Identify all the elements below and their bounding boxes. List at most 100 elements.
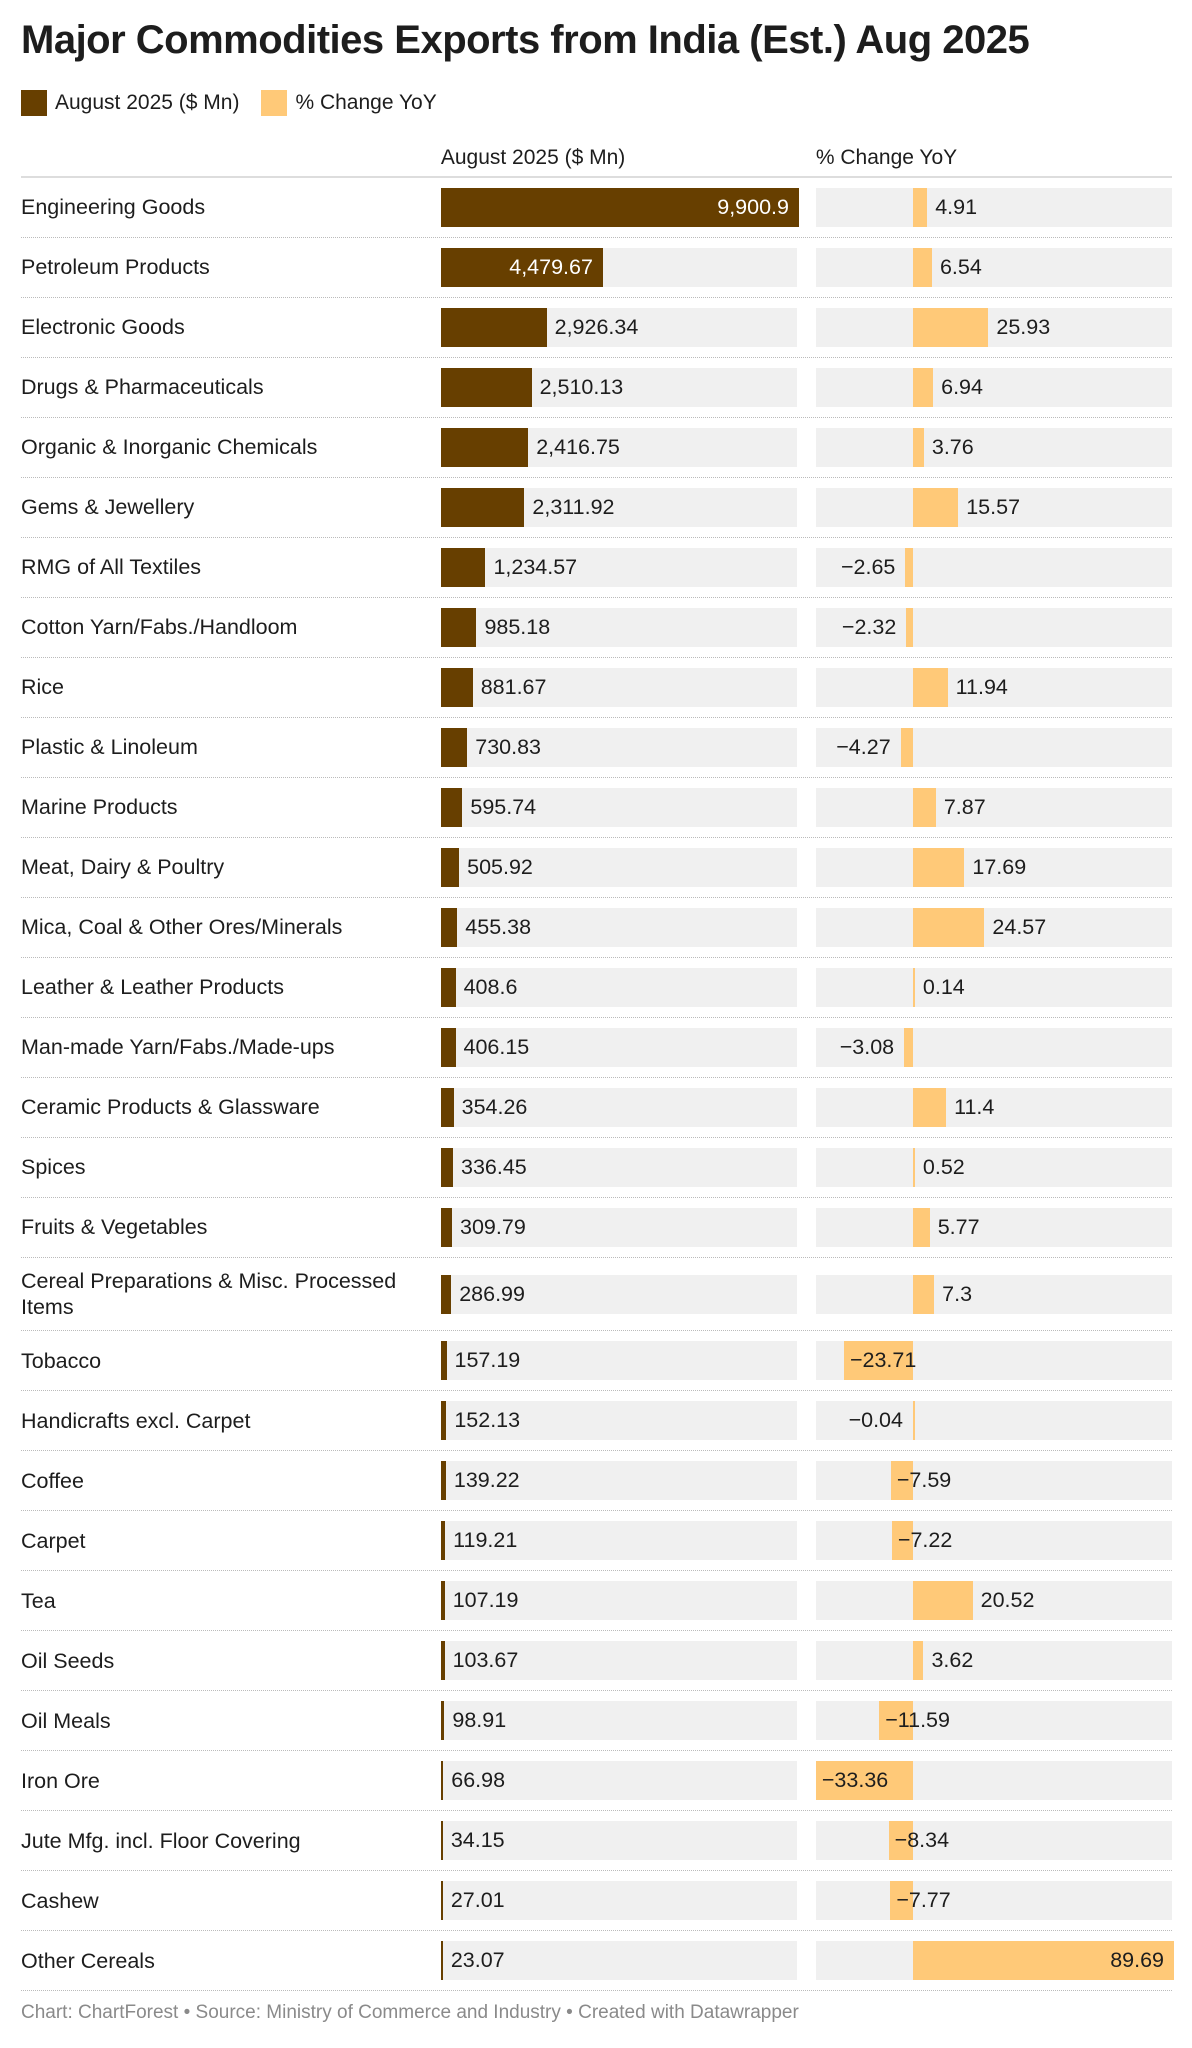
bar (440, 1941, 443, 1981)
bar (440, 728, 468, 767)
bar (440, 308, 547, 347)
value-label: 2,926.34 (554, 315, 639, 339)
bar (440, 1148, 453, 1187)
chart-title: Major Commodities Exports from India (Es… (21, 18, 1030, 62)
bar-track: −2.32 (815, 608, 1173, 647)
bar (440, 1881, 443, 1921)
bar-track: 3.62 (815, 1641, 1173, 1681)
value-label: −23.71 (849, 1348, 917, 1373)
value-label: −11.59 (885, 1708, 950, 1733)
row-label: Engineering Goods (21, 195, 206, 220)
table-row: Tobacco 157.19 −23.71 (21, 1331, 1173, 1392)
value-label: 455.38 (465, 915, 532, 939)
value-label: 157.19 (454, 1348, 521, 1373)
bar-track: 157.19 (440, 1341, 797, 1381)
value-label: 0.52 (922, 1155, 965, 1179)
bar-track: −7.59 (815, 1461, 1173, 1501)
value-label: 1,234.57 (493, 555, 578, 579)
bar (912, 668, 948, 707)
row-label: Marine Products (21, 795, 178, 820)
bar-track: 0.14 (815, 968, 1173, 1007)
bar-track: 286.99 (440, 1274, 797, 1314)
value-label: −7.59 (896, 1468, 952, 1493)
value-label: −8.34 (894, 1828, 950, 1853)
bar (906, 608, 913, 647)
value-label: 408.6 (463, 975, 518, 999)
row-label: Fruits & Vegetables (21, 1215, 208, 1240)
table-row: Iron Ore 66.98 −33.36 (21, 1751, 1173, 1812)
bar (912, 1274, 935, 1314)
table-row: Handicrafts excl. Carpet 152.13 −0.04 (21, 1391, 1173, 1452)
bar (912, 428, 924, 467)
table-row: Electronic Goods 2,926.34 25.93 (21, 298, 1173, 358)
bar (905, 548, 913, 587)
table-row: Other Cereals 23.07 89.69 (21, 1931, 1174, 1992)
bar-track: −23.71 (815, 1341, 1173, 1381)
row-label: Oil Meals (21, 1708, 111, 1733)
table-row: Plastic & Linoleum 730.83 −4.27 (21, 718, 1173, 778)
value-label: 505.92 (467, 855, 533, 879)
bar-track: 505.92 (440, 848, 797, 887)
value-label: 6.94 (941, 375, 983, 399)
value-label: −2.65 (840, 555, 896, 579)
bar-track: 152.13 (440, 1401, 797, 1441)
table-row: Fruits & Vegetables 309.79 5.77 (21, 1198, 1173, 1258)
bar-track: 17.69 (815, 848, 1173, 887)
bar-track: 107.19 (440, 1581, 797, 1621)
value-label: 2,416.75 (536, 435, 620, 459)
bar-track: 4.91 (815, 188, 1173, 227)
bar (900, 728, 913, 767)
value-label: 139.22 (453, 1468, 520, 1493)
value-label: 66.98 (451, 1768, 506, 1793)
table-row: Mica, Coal & Other Ores/Minerals 455.38 24… (21, 898, 1173, 958)
bar (440, 488, 525, 527)
bar (440, 908, 458, 947)
value-label: −7.77 (896, 1888, 951, 1913)
value-label: 336.45 (460, 1155, 527, 1179)
bar (440, 1461, 446, 1501)
value-label: 119.21 (453, 1528, 518, 1553)
bar-track: 408.6 (440, 968, 797, 1007)
table-row: Petroleum Products 4,479.67 6.54 (21, 238, 1173, 298)
row-label: Cotton Yarn/Fabs./Handloom (21, 615, 298, 640)
value-label: 354.26 (461, 1095, 528, 1119)
table-row: Cashew 27.01 −7.77 (21, 1871, 1173, 1932)
value-label: 89.69 (1110, 1948, 1165, 1973)
column-header: August 2025 ($ Mn) (440, 146, 626, 169)
value-label: −0.04 (848, 1408, 903, 1433)
bar-track: −8.34 (815, 1821, 1173, 1861)
bar-track: 89.69 (815, 1941, 1174, 1981)
bar-track: 15.57 (815, 488, 1173, 527)
source-note: Chart: ChartForest • Source: Ministry of… (21, 2002, 799, 2023)
bar-track: −11.59 (815, 1701, 1173, 1741)
row-label: Iron Ore (21, 1768, 100, 1793)
bar (890, 1881, 913, 1921)
row-label: Electronic Goods (21, 315, 185, 340)
bar (440, 788, 463, 827)
bar (912, 308, 989, 347)
row-label: Petroleum Products (21, 255, 210, 280)
bar-track: −4.27 (815, 728, 1173, 767)
bar-track: 2,311.92 (440, 488, 797, 527)
bar-track: 66.98 (440, 1761, 797, 1801)
value-label: 27.01 (450, 1888, 505, 1913)
table-row: Man-made Yarn/Fabs./Made-ups 406.15 −3.08 (21, 1018, 1173, 1078)
value-label: 7.3 (942, 1281, 973, 1306)
value-label: 103.67 (452, 1648, 519, 1673)
value-label: 34.15 (450, 1828, 505, 1853)
bar-track: 103.67 (440, 1641, 797, 1681)
bar-track: −3.08 (815, 1028, 1173, 1067)
bar-track: 3.76 (815, 428, 1173, 467)
bar (912, 1401, 915, 1441)
bar-track: 6.94 (815, 368, 1173, 407)
bar (440, 1641, 445, 1681)
value-label: −3.08 (839, 1035, 895, 1059)
bar-track: −0.04 (815, 1401, 1173, 1441)
bar (890, 1461, 913, 1501)
value-label: 107.19 (452, 1588, 519, 1613)
bar (912, 908, 985, 947)
legend-swatch (21, 90, 47, 116)
bar (912, 488, 959, 527)
bar-track: 6.54 (815, 248, 1173, 287)
table-row: Cereal Preparations & Misc. Processed It… (21, 1258, 1173, 1332)
